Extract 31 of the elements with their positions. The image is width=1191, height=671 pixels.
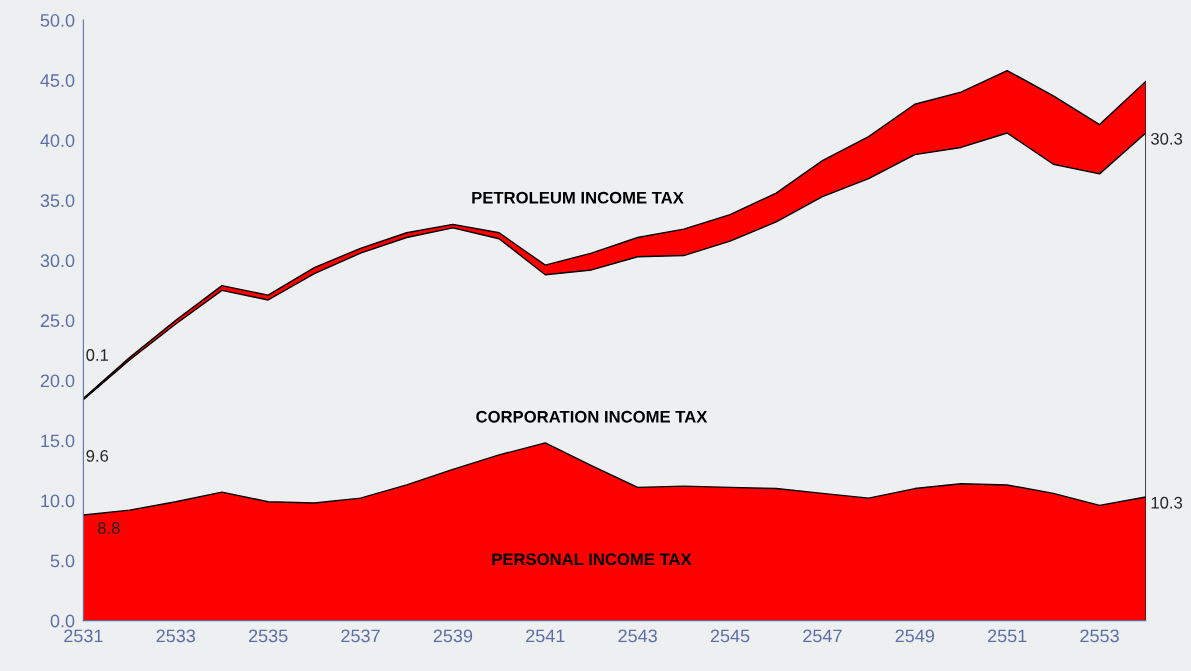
- x-tick-label: 2545: [710, 629, 750, 643]
- series-label: CORPORATION INCOME TAX: [476, 410, 708, 423]
- x-tick-label: 2531: [64, 629, 103, 643]
- x-tick-label: 2549: [895, 629, 935, 643]
- y-tick-label: 30.0: [40, 254, 75, 268]
- x-tick-label: 2553: [1080, 629, 1119, 643]
- x-tick-label: 2535: [248, 629, 288, 643]
- x-tick-label: 2541: [526, 629, 565, 643]
- y-tick-label: 50.0: [40, 14, 75, 27]
- y-tick-label: 15.0: [41, 434, 75, 448]
- data-label: 9.6: [86, 450, 109, 462]
- x-tick-label: 2551: [988, 629, 1027, 643]
- y-tick-label: 0.0: [50, 614, 75, 628]
- x-tick-label: 2537: [341, 629, 380, 643]
- x-tick-label: 2533: [156, 629, 196, 643]
- x-tick-label: 2547: [803, 629, 842, 643]
- y-tick-label: 20.0: [40, 374, 75, 388]
- y-tick-label: 35.0: [40, 194, 75, 208]
- data-label: 10.3: [1151, 496, 1183, 509]
- x-tick-label: 2543: [618, 629, 657, 643]
- data-label: 30.3: [1151, 132, 1183, 145]
- data-label: 8.8: [97, 522, 120, 534]
- y-tick-label: 40.0: [40, 134, 75, 147]
- x-tick-label: 2539: [433, 629, 473, 643]
- y-tick-label: 45.0: [40, 74, 75, 87]
- y-tick-label: 10.0: [41, 494, 75, 508]
- series-label: PETROLEUM INCOME TAX: [472, 191, 684, 204]
- y-tick-label: 25.0: [40, 314, 75, 328]
- data-label: 0.1: [86, 349, 109, 361]
- y-tick-label: 5.0: [50, 554, 75, 568]
- series-label: PERSONAL INCOME TAX: [492, 553, 692, 566]
